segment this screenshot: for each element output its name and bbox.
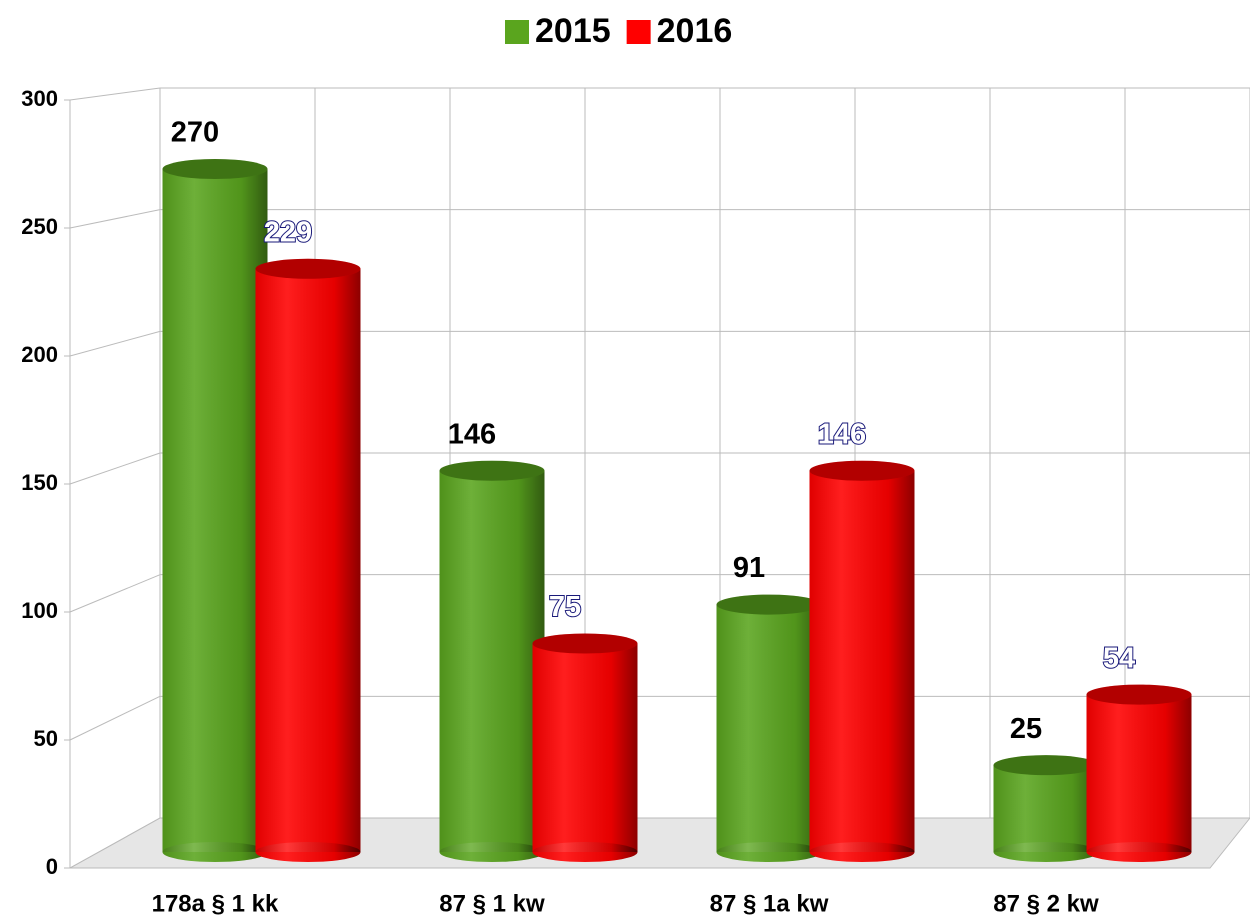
y-tick-label: 150 [21, 470, 58, 495]
bar-top-shade [162, 159, 268, 179]
grid-line [69, 695, 161, 741]
bar [532, 633, 638, 862]
bar-shade [532, 643, 638, 852]
data-label: 146 [448, 418, 496, 450]
data-label: 270 [171, 117, 219, 149]
bar-base-shade [532, 842, 638, 862]
bar-top [716, 594, 822, 615]
bar-shade [809, 470, 915, 852]
bar-base-shade [716, 842, 822, 862]
bar-base-shade [439, 842, 545, 862]
bar-base-shade [162, 842, 268, 862]
grid-line [69, 330, 161, 357]
bar-shade [716, 604, 822, 852]
data-label: 25 [1010, 713, 1042, 745]
bar-shade [439, 470, 545, 852]
bar-top [809, 460, 915, 481]
x-tick-label: 87 § 2 kw [993, 890, 1099, 917]
bar-top [532, 633, 638, 654]
y-tick-label: 250 [21, 214, 58, 239]
bar-top-shade [993, 755, 1099, 776]
legend-swatch [505, 20, 529, 44]
bar-top-shade [716, 594, 822, 615]
bar-top-shade [532, 633, 638, 654]
bar-top [439, 460, 545, 481]
bar-shade [162, 169, 268, 852]
grid-line [69, 574, 161, 613]
bar [716, 594, 822, 862]
grid-line [69, 452, 161, 485]
bar-base-shade [993, 842, 1099, 862]
data-label: 54 [1103, 642, 1135, 674]
bar [993, 755, 1099, 862]
bar-top-shade [1086, 684, 1192, 705]
legend-swatch [626, 20, 651, 44]
bar-top [1086, 684, 1192, 705]
grid-line [69, 817, 161, 869]
bar [1086, 684, 1192, 862]
bar-top [162, 159, 268, 179]
bar-shade [1086, 694, 1192, 852]
x-tick-label: 87 § 1 kw [439, 890, 545, 917]
bar [809, 460, 915, 862]
y-tick-label: 200 [21, 342, 58, 367]
grid-line [69, 209, 161, 229]
bar-shade [255, 268, 361, 852]
bar-top [255, 258, 361, 279]
y-tick-label: 50 [34, 726, 58, 751]
data-label: 75 [549, 591, 581, 623]
bar-top-shade [439, 460, 545, 481]
x-tick-label: 178a § 1 kk [152, 890, 279, 917]
grid-line [69, 87, 161, 101]
bar-top-shade [255, 258, 361, 279]
y-tick-label: 300 [21, 86, 58, 111]
x-tick-label: 87 § 1a kw [710, 890, 829, 917]
data-label: 91 [733, 552, 765, 584]
bar-base-shade [255, 842, 361, 862]
bar-base-shade [809, 842, 915, 862]
y-tick-label: 0 [46, 854, 58, 879]
bar [162, 159, 268, 862]
bar [255, 258, 361, 862]
y-tick-label: 100 [21, 598, 58, 623]
data-label: 229 [264, 216, 312, 248]
bar-top-shade [809, 460, 915, 481]
bar-top [993, 755, 1099, 776]
bar [439, 460, 545, 862]
legend-label: 2016 [657, 12, 733, 50]
legend-label: 2015 [535, 12, 611, 50]
bar-base-shade [1086, 842, 1192, 862]
bar-shade [993, 765, 1099, 852]
data-label: 146 [818, 418, 866, 450]
